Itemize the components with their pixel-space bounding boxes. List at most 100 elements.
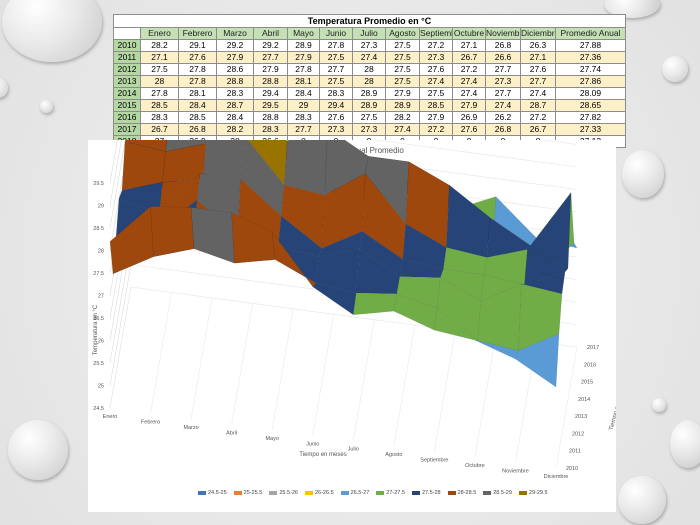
z-tick-label: 24.5 (93, 406, 104, 412)
value-cell: 26.9 (452, 111, 486, 124)
surface-patch (150, 206, 195, 257)
legend-label: 28.5-29 (493, 490, 512, 496)
table-row: 2012 27.5 27.8 28.6 27.9 27.8 27.7 28 27.5 27.6 27… (113, 63, 626, 76)
water-drop-decoration (618, 476, 666, 524)
legend-item: 27-27.5 (376, 490, 405, 496)
value-cell: 27.5 (385, 39, 420, 52)
floor-gridline (109, 286, 132, 409)
surface-patch (165, 140, 210, 152)
z-gridline (109, 140, 118, 184)
legend-swatch (340, 491, 349, 495)
value-cell: 26.7 (452, 51, 486, 64)
water-drop-decoration (604, 0, 660, 18)
value-cell: 28.5 (140, 99, 179, 112)
value-cell: 28.7 (520, 99, 556, 112)
month-header: Septiembre (419, 27, 453, 40)
floor-gridline (312, 314, 334, 436)
legend-item: 25.5-26 (269, 490, 298, 496)
value-cell: 27.8 (178, 75, 217, 88)
value-cell: 28.8 (253, 75, 288, 88)
value-cell: 27.9 (419, 111, 453, 124)
value-cell: 28.4 (287, 87, 320, 100)
value-cell: 27.2 (452, 63, 486, 76)
y-tick-label: 2015 (581, 380, 593, 386)
value-cell: 26.6 (485, 51, 521, 64)
z-tick-label: 25 (98, 384, 104, 390)
value-cell: 28.9 (352, 87, 386, 100)
x-tick-label: Septiembre (420, 458, 448, 464)
value-cell: 26.8 (485, 123, 521, 136)
z-tick-label: 29 (98, 204, 104, 210)
floor-gridline (353, 319, 375, 441)
floor-gridline (271, 308, 294, 430)
value-cell: 28.2 (216, 123, 254, 136)
table-corner-cell (113, 27, 141, 40)
x-axis-title: Tiempo en meses (299, 452, 346, 458)
legend-label: 25.5-26 (279, 490, 298, 496)
legend-swatch (269, 491, 278, 495)
value-cell: 28.9 (385, 99, 420, 112)
value-cell: 27.33 (555, 123, 626, 136)
legend-swatch (447, 491, 456, 495)
value-cell: 27.6 (419, 63, 453, 76)
legend-swatch (518, 491, 527, 495)
floor-gridline (190, 297, 213, 419)
value-cell: 28.8 (253, 111, 288, 124)
table-row: 2011 27.1 27.6 27.9 27.7 27.9 27.5 27.4 27.5 27.3… (113, 51, 626, 64)
value-cell: 28 (140, 75, 179, 88)
month-header: Junio (319, 27, 353, 40)
legend-swatch (233, 491, 242, 495)
legend-label: 27.5-28 (421, 490, 441, 496)
x-tick-label: Enero (103, 414, 118, 420)
month-header: Mayo (287, 27, 320, 40)
value-cell: 27.3 (352, 39, 386, 52)
value-cell: 28.1 (287, 75, 320, 88)
floor-gridline (150, 292, 172, 414)
value-cell: 27.8 (140, 87, 179, 100)
value-cell: 28.3 (216, 87, 254, 100)
surface-patch (515, 333, 560, 388)
z-tick-label: 28 (98, 249, 104, 255)
value-cell: 27.2 (520, 111, 556, 124)
surface-patch (527, 191, 572, 269)
value-cell: 27.7 (485, 87, 521, 100)
value-cell: 28.2 (385, 111, 420, 124)
legend-item: 24.5-25 (198, 490, 227, 496)
value-cell: 26.2 (485, 111, 521, 124)
value-cell: 28.3 (319, 87, 353, 100)
value-cell: 27.8 (178, 63, 217, 76)
year-cell: 2016 (113, 111, 141, 124)
x-tick-label: Mayo (265, 436, 278, 442)
water-drop-decoration (40, 100, 53, 113)
value-cell: 27.4 (419, 75, 453, 88)
value-cell: 26.8 (485, 39, 521, 52)
legend-label: 25-25.5 (243, 490, 263, 496)
water-drop-decoration (652, 398, 666, 412)
value-cell: 26.3 (520, 39, 556, 52)
z-tick-label: 28.5 (93, 226, 104, 232)
year-cell: 2013 (113, 75, 141, 88)
legend-item: 25-25.5 (233, 490, 263, 496)
x-tick-label: Febrero (141, 419, 160, 425)
y-tick-label: 2013 (575, 414, 587, 420)
surface-patch (190, 207, 235, 264)
value-cell: 27.7 (485, 63, 521, 76)
table-row: 2010 28.2 29.1 29.2 29.2 28.9 27.8 27.3 27.5 27.2… (113, 39, 626, 52)
value-cell: 27.9 (385, 87, 420, 100)
value-cell: 27.1 (452, 39, 486, 52)
value-cell: 27.5 (140, 63, 179, 76)
value-cell: 27.6 (520, 63, 556, 76)
value-cell: 29.2 (253, 39, 288, 52)
z-gridline-back (374, 140, 578, 168)
surface-patch (446, 184, 491, 258)
value-cell: 27.4 (452, 87, 486, 100)
value-cell: 27.5 (319, 75, 353, 88)
y-tick-label: 2014 (578, 397, 590, 403)
y-tick-label: 2016 (584, 362, 596, 368)
z-gridline (109, 264, 132, 386)
month-header: Agosto (385, 27, 420, 40)
surface-patch (353, 292, 398, 315)
x-tick-label: Marzo (183, 425, 198, 431)
month-header: Marzo (216, 27, 254, 40)
water-drop-decoration (622, 150, 664, 198)
